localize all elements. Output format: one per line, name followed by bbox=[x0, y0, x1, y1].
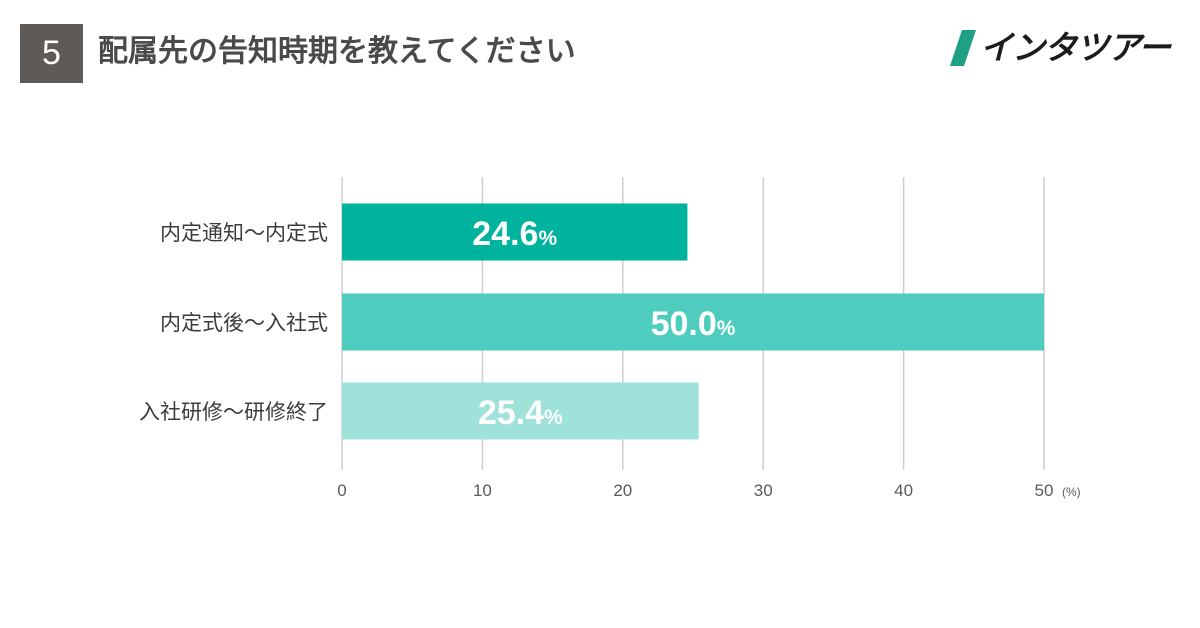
bar-value-unit: % bbox=[538, 227, 557, 250]
x-tick-label: 30 bbox=[754, 481, 773, 500]
bar-value-unit: % bbox=[544, 406, 563, 429]
bar-value-label: 24.6% bbox=[472, 215, 557, 253]
bar-value-number: 25.4 bbox=[478, 394, 544, 432]
category-label: 内定通知～内定式 bbox=[160, 221, 328, 245]
chart-bars bbox=[342, 203, 1044, 440]
bar bbox=[342, 382, 699, 440]
x-axis-unit-label: (%) bbox=[1062, 485, 1081, 499]
category-label: 内定式後～入社式 bbox=[160, 311, 328, 335]
brand-name: インタツアー bbox=[980, 28, 1171, 67]
category-label: 入社研修～研修終了 bbox=[139, 400, 328, 424]
question-title: 配属先の告知時期を教えてください bbox=[98, 34, 576, 69]
x-tick-label: 20 bbox=[613, 481, 632, 500]
bar-value-labels: 24.6%50.0%25.4% bbox=[472, 215, 735, 432]
bar-value-number: 24.6 bbox=[472, 215, 538, 253]
brand-logo: インタツアー bbox=[950, 20, 1180, 76]
bar bbox=[342, 293, 1044, 351]
bar-value-number: 50.0 bbox=[651, 305, 717, 343]
x-tick-label: 50 bbox=[1035, 481, 1054, 500]
x-axis-ticks: 0 10 20 30 40 50 (%) bbox=[337, 481, 1080, 500]
x-tick-label: 0 bbox=[337, 481, 346, 500]
brand-mark-icon bbox=[950, 30, 976, 66]
question-number-badge: 5 bbox=[20, 24, 83, 83]
bar-value-unit: % bbox=[717, 317, 736, 340]
bar-value-label: 25.4% bbox=[478, 394, 563, 432]
bar-value-label: 50.0% bbox=[651, 305, 736, 343]
bar bbox=[342, 203, 688, 261]
x-tick-label: 10 bbox=[473, 481, 492, 500]
x-tick-label: 40 bbox=[894, 481, 913, 500]
